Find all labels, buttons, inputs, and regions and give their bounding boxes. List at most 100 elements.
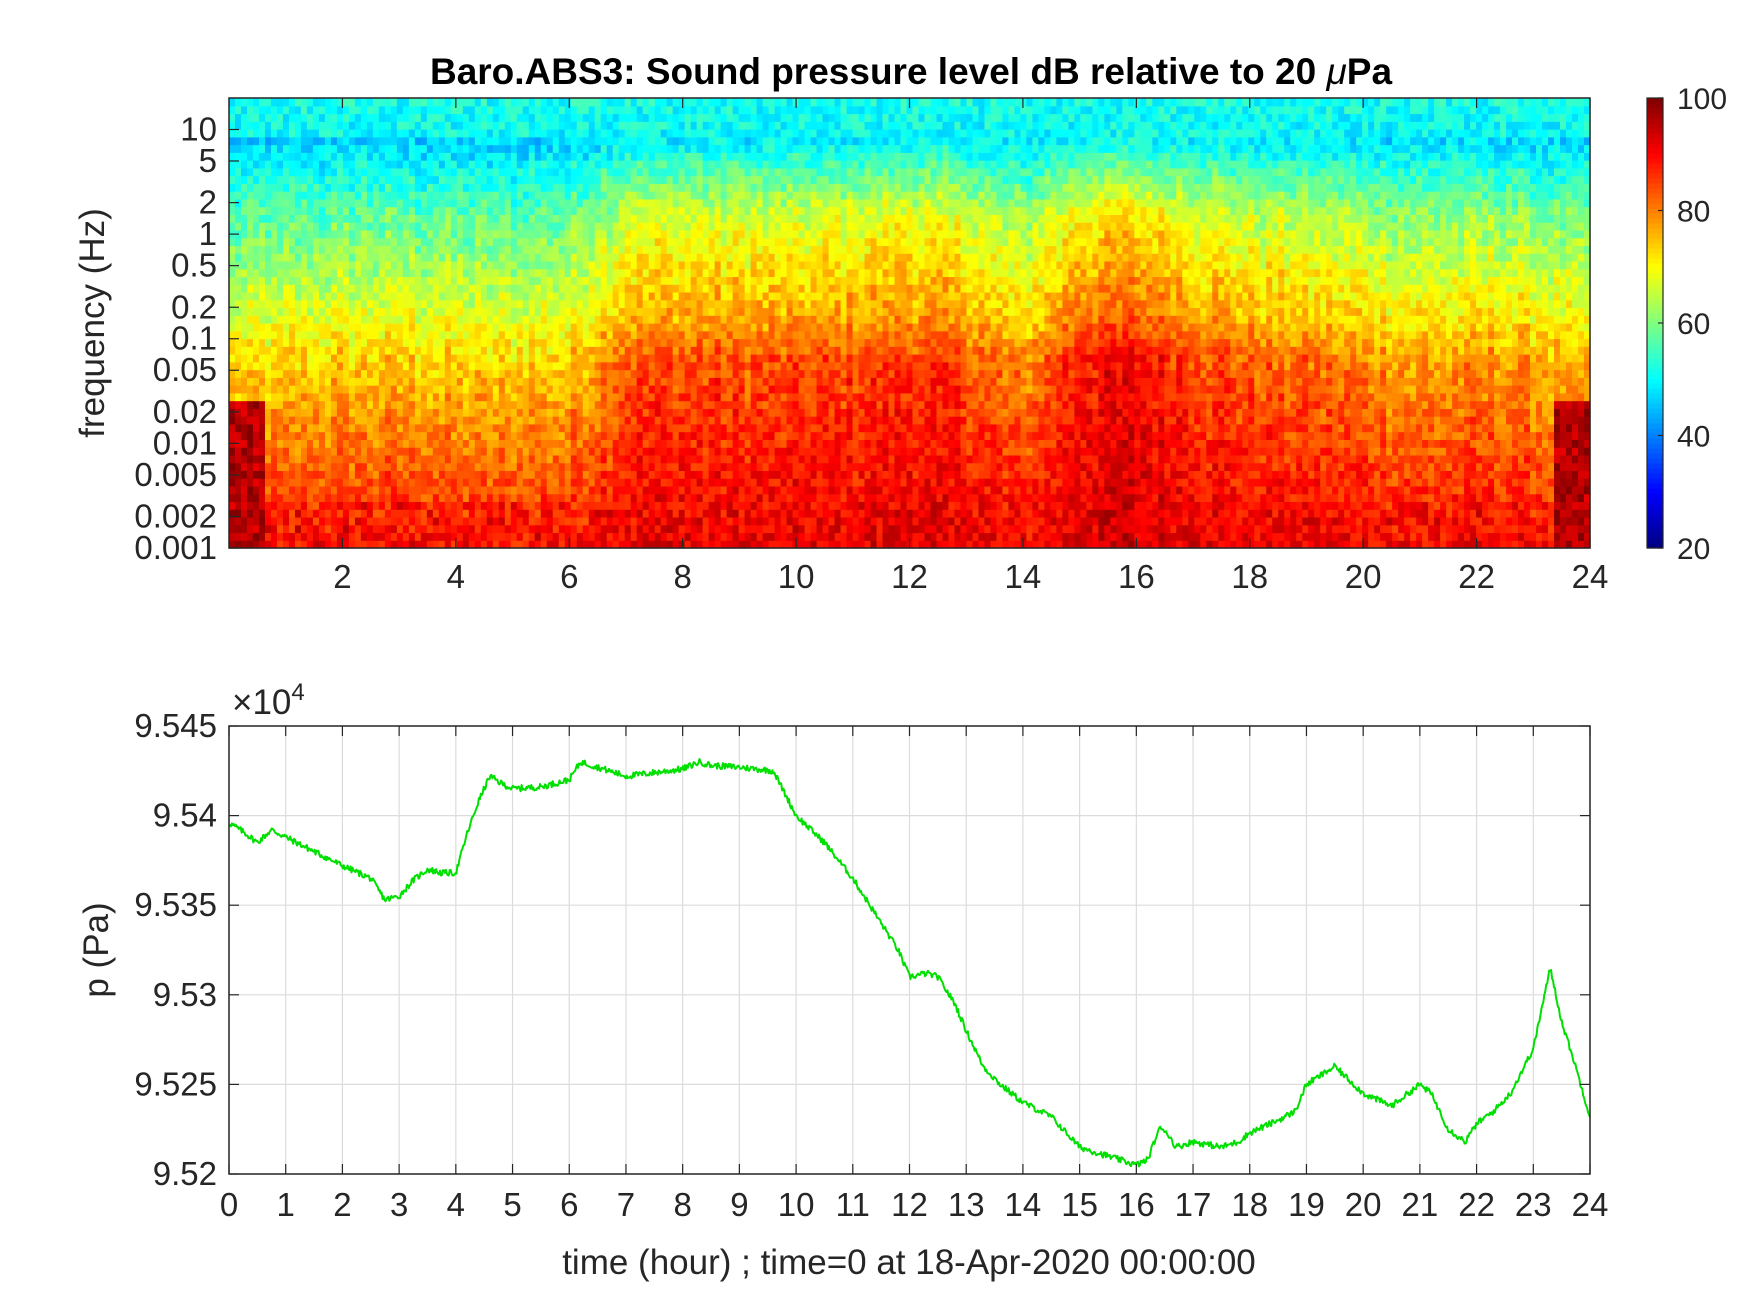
heatmap-cell <box>504 167 512 177</box>
heatmap-cell <box>492 144 500 153</box>
heatmap-cell <box>312 284 320 293</box>
heatmap-cell <box>492 470 500 479</box>
heatmap-cell <box>570 454 578 464</box>
heatmap-cell <box>582 354 590 363</box>
heatmap-cell <box>318 307 326 316</box>
heatmap-cell <box>456 423 464 433</box>
heatmap-cell <box>576 323 584 332</box>
heatmap-cell <box>438 493 446 503</box>
heatmap-cell <box>276 516 284 526</box>
heatmap-cell <box>468 501 476 510</box>
heatmap-cell <box>708 462 716 472</box>
heatmap-cell <box>606 167 614 177</box>
heatmap-cell <box>702 516 710 526</box>
heatmap-cell <box>246 206 254 215</box>
heatmap-cell <box>246 416 254 425</box>
heatmap-cell <box>408 299 416 309</box>
heatmap-cell <box>702 377 710 386</box>
heatmap-cell <box>366 346 374 355</box>
heatmap-cell <box>342 315 350 324</box>
heatmap-cell <box>660 98 668 107</box>
heatmap-cell <box>720 222 728 231</box>
heatmap-cell <box>324 454 332 464</box>
heatmap-cell <box>594 144 602 153</box>
heatmap-cell <box>522 284 530 293</box>
heatmap-cell <box>330 191 338 200</box>
heatmap-cell <box>606 152 614 161</box>
heatmap-cell <box>348 493 356 503</box>
heatmap-cell <box>390 385 398 394</box>
heatmap-cell <box>372 222 380 231</box>
heatmap-cell <box>474 501 482 510</box>
heatmap-cell <box>456 105 464 115</box>
heatmap-cell <box>588 330 596 340</box>
heatmap-cell <box>678 268 686 278</box>
heatmap-cell <box>510 113 518 122</box>
heatmap-cell <box>540 98 548 107</box>
heatmap-cell <box>432 361 440 371</box>
heatmap-cell <box>576 152 584 161</box>
heatmap-cell <box>642 454 650 464</box>
heatmap-cell <box>462 136 470 146</box>
heatmap-cell <box>714 299 722 309</box>
heatmap-cell <box>606 361 614 371</box>
heatmap-cell <box>534 113 542 122</box>
heatmap-cell <box>240 354 248 363</box>
heatmap-cell <box>408 501 416 510</box>
heatmap-cell <box>282 284 290 293</box>
heatmap-cell <box>432 167 440 177</box>
heatmap-cell <box>594 524 602 534</box>
heatmap-cell <box>504 470 512 479</box>
heatmap-cell <box>462 183 470 192</box>
heatmap-cell <box>486 222 494 231</box>
heatmap-cell <box>312 377 320 386</box>
heatmap-cell <box>636 338 644 347</box>
heatmap-cell <box>378 377 386 386</box>
heatmap-cell <box>432 385 440 394</box>
heatmap-cell <box>252 447 260 456</box>
heatmap-cell <box>624 400 632 409</box>
heatmap-cell <box>528 524 536 534</box>
heatmap-cell <box>372 113 380 122</box>
heatmap-cell <box>420 191 428 200</box>
heatmap-cell <box>450 423 458 433</box>
heatmap-cell <box>570 385 578 394</box>
heatmap-cell <box>570 160 578 169</box>
heatmap-cell <box>684 516 692 526</box>
heatmap-cell <box>300 113 308 122</box>
heatmap-cell <box>636 392 644 402</box>
heatmap-cell <box>312 268 320 278</box>
heatmap-cell <box>229 330 236 340</box>
heatmap-cell <box>264 214 272 223</box>
heatmap-cell <box>552 330 560 340</box>
heatmap-cell <box>630 237 638 247</box>
heatmap-cell <box>654 431 662 440</box>
heatmap-cell <box>396 454 404 464</box>
heatmap-cell <box>402 113 410 122</box>
heatmap-cell <box>540 260 548 270</box>
heatmap-cell <box>456 191 464 200</box>
heatmap-cell <box>396 315 404 324</box>
heatmap-cell <box>462 416 470 425</box>
heatmap-cell <box>672 260 680 270</box>
heatmap-cell <box>414 431 422 440</box>
heatmap-cell <box>324 385 332 394</box>
heatmap-cell <box>576 540 584 549</box>
heatmap-cell <box>354 299 362 309</box>
heatmap-cell <box>510 299 518 309</box>
heatmap-cell <box>408 369 416 378</box>
heatmap-cell <box>342 268 350 278</box>
heatmap-cell <box>732 191 740 200</box>
heatmap-cell <box>420 431 428 440</box>
heatmap-cell <box>276 501 284 510</box>
heatmap-cell <box>294 524 302 534</box>
heatmap-cell <box>642 253 650 262</box>
heatmap-cell <box>342 129 350 138</box>
heatmap-cell <box>738 423 746 433</box>
heatmap-cell <box>480 105 488 115</box>
heatmap-cell <box>504 501 512 510</box>
heatmap-cell <box>570 206 578 215</box>
heatmap-cell <box>570 377 578 386</box>
heatmap-cell <box>378 462 386 472</box>
heatmap-cell <box>480 408 488 417</box>
